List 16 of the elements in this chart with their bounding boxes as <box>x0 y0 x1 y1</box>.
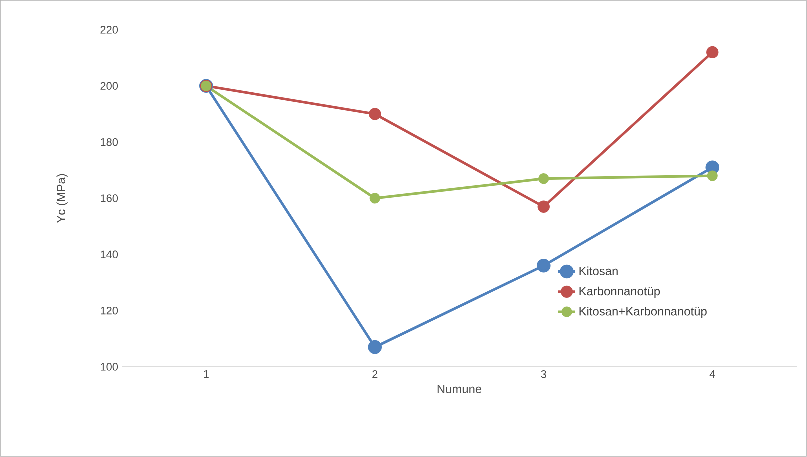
y-tick-label: 220 <box>100 26 118 34</box>
y-tick-label: 120 <box>101 306 118 315</box>
x-tick-label: 2 <box>372 370 378 378</box>
legend-label: Karbonnanotüp <box>580 286 660 298</box>
x-tick-label: 1 <box>204 370 209 378</box>
legend-label: Kitosan <box>580 266 618 276</box>
y-tick-label: 160 <box>101 194 118 202</box>
x-tick-label: 3 <box>541 370 546 378</box>
y-tick-label: 140 <box>101 250 118 259</box>
x-tick-label: 4 <box>710 370 716 378</box>
x-axis-title: Numune <box>438 385 482 394</box>
legend-label: Kitosan+Karbonnanotüp <box>580 306 707 318</box>
y-axis-title: Yc (MPa) <box>56 174 68 224</box>
y-tick-label: 180 <box>101 138 118 146</box>
y-tick-label: 100 <box>101 363 118 371</box>
y-tick-label: 200 <box>100 82 118 90</box>
